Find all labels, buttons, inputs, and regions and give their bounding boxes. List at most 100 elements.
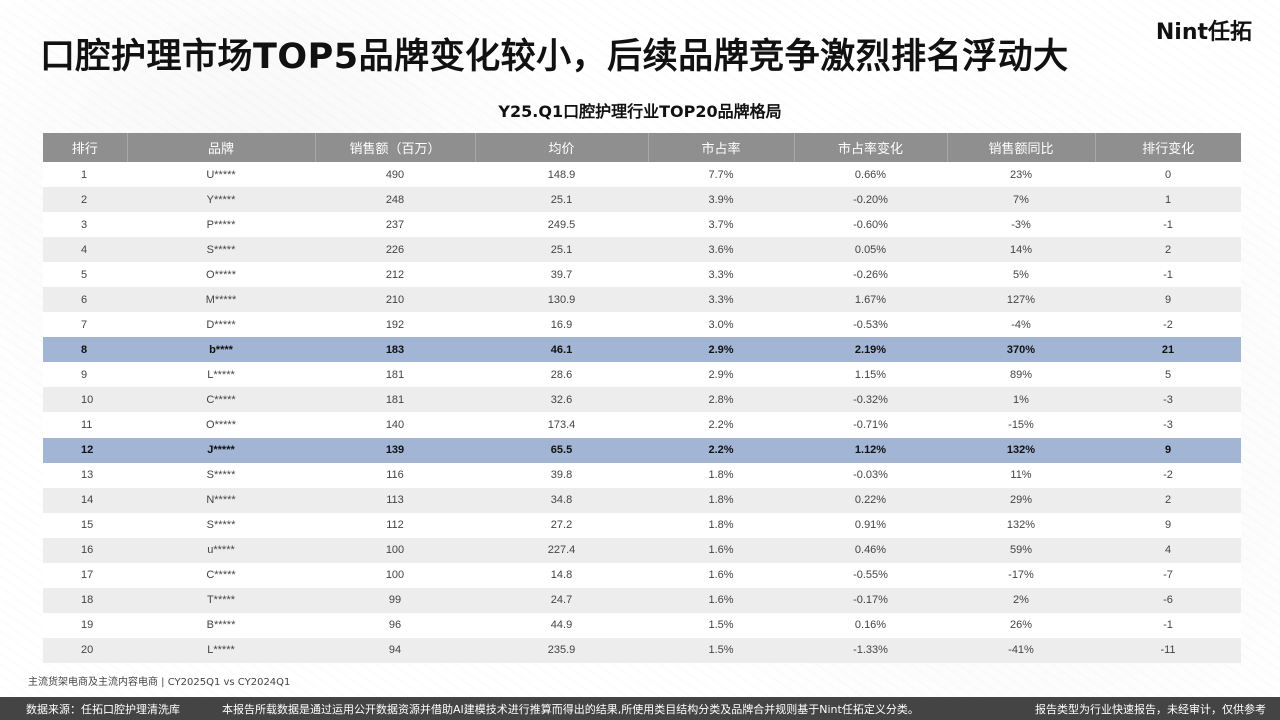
- cell-rank-change: 9: [1164, 293, 1172, 306]
- cell-share: 2.2%: [708, 418, 734, 431]
- cell-brand: U*****: [206, 168, 236, 181]
- cell-rank-change: -1: [1163, 218, 1173, 231]
- table-row: 13 S***** 116 39.8 1.8% -0.03% 11% -2: [43, 463, 1241, 488]
- cell-yoy: 11%: [1010, 469, 1032, 482]
- table-row: 3 P***** 237 249.5 3.7% -0.60% -3% -1: [43, 212, 1241, 237]
- table-row: 1 U***** 490 148.9 7.7% 0.66% 23% 0: [43, 162, 1241, 187]
- cell-rank-change: -3: [1163, 418, 1173, 431]
- cell-rank-change: 5: [1164, 368, 1172, 381]
- cell-price: 14.8: [550, 569, 573, 582]
- cell-yoy: 23%: [1009, 168, 1033, 181]
- cell-share: 1.6%: [708, 544, 734, 557]
- cell-share: 3.9%: [708, 193, 734, 206]
- cell-sales: 226: [385, 243, 405, 256]
- cell-price: 28.6: [550, 368, 573, 381]
- cell-price: 27.2: [550, 519, 573, 532]
- cell-share-change: -0.55%: [853, 569, 888, 582]
- cell-share-change: -0.03%: [853, 469, 888, 482]
- cell-yoy: 2%: [1013, 594, 1029, 607]
- cell-sales: 248: [385, 193, 405, 206]
- report-type-text: 报告类型为行业快速报告，未经审计，仅供参考: [1035, 703, 1266, 716]
- cell-sales: 181: [385, 393, 405, 406]
- cell-share-change: 0.46%: [854, 544, 887, 557]
- cell-rank: 11: [81, 418, 93, 431]
- cell-brand: P*****: [206, 218, 236, 231]
- cell-rank-change: -6: [1163, 594, 1173, 607]
- cell-share: 3.6%: [708, 243, 734, 256]
- table-header-row: 排行 品牌 销售额（百万） 均价 市占率 市占率变化 销售额同比 排行变化: [43, 133, 1241, 162]
- cell-sales: 192: [385, 318, 405, 331]
- cell-yoy: 14%: [1009, 243, 1033, 256]
- cell-price: 24.7: [550, 594, 573, 607]
- cell-share: 1.6%: [708, 569, 734, 582]
- table-row: 17 C***** 100 14.8 1.6% -0.55% -17% -7: [43, 563, 1241, 588]
- cell-share: 2.8%: [708, 393, 734, 406]
- ranking-table: 排行 品牌 销售额（百万） 均价 市占率 市占率变化 销售额同比 排行变化 1 U…: [43, 133, 1241, 663]
- table-row: 5 O***** 212 39.7 3.3% -0.26% 5% -1: [43, 262, 1241, 287]
- cell-sales: 181: [385, 368, 405, 381]
- column-header-brand: 品牌: [127, 133, 316, 162]
- cell-share: 2.9%: [708, 368, 734, 381]
- cell-brand: C*****: [206, 393, 236, 406]
- cell-rank-change: 0: [1164, 168, 1172, 181]
- cell-share-change: 0.22%: [854, 494, 887, 507]
- cell-rank-change: -2: [1163, 469, 1173, 482]
- table-row: 4 S***** 226 25.1 3.6% 0.05% 14% 2: [43, 237, 1241, 263]
- cell-sales: 100: [385, 544, 405, 557]
- cell-sales: 113: [386, 494, 404, 507]
- cell-rank: 17: [81, 569, 94, 582]
- cell-share-change: 2.19%: [854, 343, 887, 356]
- cell-price: 173.4: [547, 418, 576, 431]
- cell-brand: u*****: [207, 544, 235, 557]
- cell-yoy: 5%: [1013, 268, 1029, 281]
- cell-rank: 8: [81, 343, 88, 356]
- column-header-price: 均价: [475, 133, 649, 162]
- table-row: 2 Y***** 248 25.1 3.9% -0.20% 7% 1: [43, 187, 1241, 213]
- cell-rank-change: -1: [1163, 268, 1173, 281]
- scope-footnote: 主流货架电商及主流内容电商 | CY2025Q1 vs CY2024Q1: [28, 677, 291, 688]
- cell-rank-change: 4: [1164, 544, 1172, 557]
- table-row: 19 B***** 96 44.9 1.5% 0.16% 26% -1: [43, 613, 1241, 638]
- cell-share-change: 0.91%: [854, 519, 887, 532]
- cell-share: 1.8%: [708, 494, 734, 507]
- cell-share: 1.5%: [708, 644, 734, 657]
- cell-price: 249.5: [547, 218, 576, 231]
- table-row: 8 b**** 183 46.1 2.9% 2.19% 370% 21: [43, 337, 1241, 363]
- table-row: 6 M***** 210 130.9 3.3% 1.67% 127% 9: [43, 287, 1241, 313]
- cell-sales: 139: [385, 444, 405, 457]
- cell-rank: 16: [81, 544, 94, 557]
- cell-yoy: 370%: [1006, 343, 1036, 356]
- cell-rank-change: 21: [1161, 343, 1175, 356]
- cell-sales: 96: [388, 619, 402, 632]
- cell-sales: 112: [386, 519, 404, 532]
- cell-yoy: 127%: [1006, 293, 1036, 306]
- cell-price: 39.7: [550, 268, 573, 281]
- cell-rank-change: 2: [1164, 494, 1172, 507]
- cell-rank-change: 9: [1164, 519, 1172, 532]
- cell-price: 25.1: [550, 193, 573, 206]
- table-row: 15 S***** 112 27.2 1.8% 0.91% 132% 9: [43, 513, 1241, 538]
- cell-rank: 2: [81, 193, 88, 206]
- cell-rank-change: 1: [1164, 193, 1172, 206]
- cell-brand: b****: [209, 343, 233, 356]
- cell-rank-change: -1: [1163, 619, 1173, 632]
- cell-price: 34.8: [550, 494, 573, 507]
- cell-share-change: -0.26%: [853, 268, 888, 281]
- cell-brand: J*****: [207, 444, 235, 457]
- cell-rank: 12: [81, 444, 94, 457]
- cell-rank: 9: [81, 368, 88, 381]
- cell-sales: 94: [388, 644, 402, 657]
- column-header-share: 市占率: [648, 133, 795, 162]
- cell-brand: S*****: [206, 243, 236, 256]
- cell-brand: S*****: [206, 519, 236, 532]
- cell-rank: 14: [81, 494, 94, 507]
- cell-rank: 19: [81, 619, 94, 632]
- table-row: 16 u***** 100 227.4 1.6% 0.46% 59% 4: [43, 537, 1241, 563]
- table-row: 18 T***** 99 24.7 1.6% -0.17% 2% -6: [43, 587, 1241, 613]
- cell-share: 3.3%: [708, 268, 734, 281]
- cell-yoy: -15%: [1008, 418, 1034, 431]
- cell-price: 44.9: [550, 619, 573, 632]
- cell-share: 3.7%: [708, 218, 734, 231]
- cell-price: 227.4: [547, 544, 576, 557]
- cell-yoy: 1%: [1013, 393, 1029, 406]
